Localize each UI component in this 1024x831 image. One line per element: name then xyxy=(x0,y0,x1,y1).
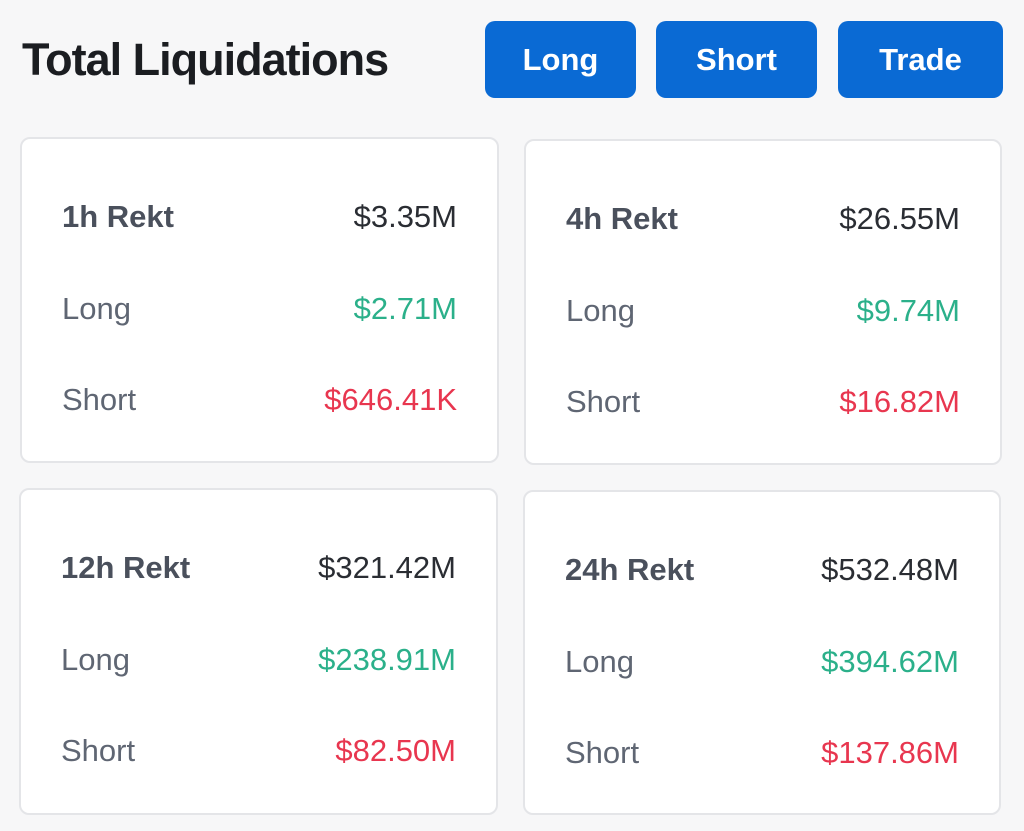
page-title: Total Liquidations xyxy=(22,34,389,85)
short-label: Short xyxy=(62,382,137,417)
long-row: Long $238.91M xyxy=(61,638,456,682)
total-value: $321.42M xyxy=(318,550,456,585)
total-value: $532.48M xyxy=(821,552,959,587)
period-label: 24h Rekt xyxy=(565,552,695,587)
trade-button[interactable]: Trade xyxy=(838,21,1003,98)
long-label: Long xyxy=(565,644,634,679)
total-value: $26.55M xyxy=(839,201,960,236)
total-row: 12h Rekt $321.42M xyxy=(61,546,456,590)
period-label: 12h Rekt xyxy=(61,550,191,585)
long-label: Long xyxy=(61,642,130,677)
total-row: 24h Rekt $532.48M xyxy=(565,548,959,592)
short-row: Short $82.50M xyxy=(61,729,456,773)
long-row: Long $9.74M xyxy=(566,289,960,333)
long-row: Long $2.71M xyxy=(62,287,457,331)
total-value: $3.35M xyxy=(353,199,457,234)
total-row: 1h Rekt $3.35M xyxy=(62,195,457,239)
card-4h-rekt: 4h Rekt $26.55M Long $9.74M Short $16.82… xyxy=(524,139,1002,465)
short-row: Short $137.86M xyxy=(565,731,959,775)
long-label: Long xyxy=(566,293,635,328)
short-row: Short $646.41K xyxy=(62,378,457,422)
long-value: $9.74M xyxy=(856,293,960,328)
period-label: 4h Rekt xyxy=(566,201,678,236)
card-12h-rekt: 12h Rekt $321.42M Long $238.91M Short $8… xyxy=(19,488,498,815)
long-label: Long xyxy=(62,291,131,326)
short-button[interactable]: Short xyxy=(656,21,817,98)
total-row: 4h Rekt $26.55M xyxy=(566,197,960,241)
card-1h-rekt: 1h Rekt $3.35M Long $2.71M Short $646.41… xyxy=(20,137,499,463)
short-label: Short xyxy=(565,735,640,770)
short-label: Short xyxy=(61,733,136,768)
long-value: $238.91M xyxy=(318,642,456,677)
long-value: $2.71M xyxy=(353,291,457,326)
period-label: 1h Rekt xyxy=(62,199,174,234)
long-button[interactable]: Long xyxy=(485,21,636,98)
long-row: Long $394.62M xyxy=(565,640,959,684)
short-row: Short $16.82M xyxy=(566,380,960,424)
long-value: $394.62M xyxy=(821,644,959,679)
short-value: $82.50M xyxy=(335,733,456,768)
short-value: $137.86M xyxy=(821,735,959,770)
card-24h-rekt: 24h Rekt $532.48M Long $394.62M Short $1… xyxy=(523,490,1001,815)
short-value: $16.82M xyxy=(839,384,960,419)
short-label: Short xyxy=(566,384,641,419)
short-value: $646.41K xyxy=(324,382,457,417)
